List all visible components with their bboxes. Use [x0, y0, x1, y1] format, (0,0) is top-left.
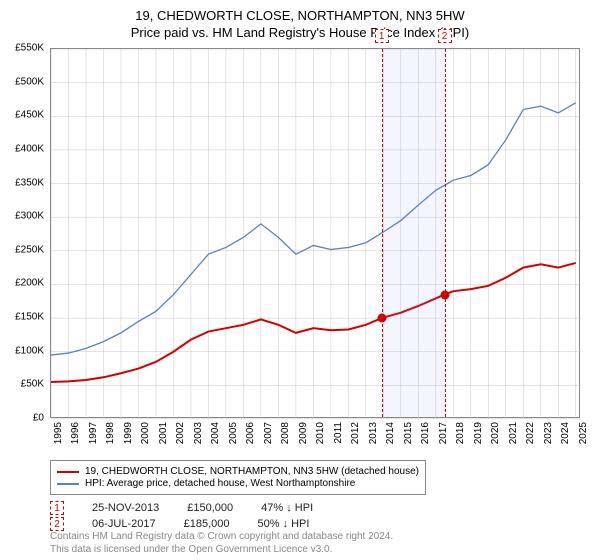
x-tick-label: 1996 [70, 422, 81, 444]
reference-vline [382, 49, 383, 417]
y-tick-label: £400K [15, 143, 44, 154]
shaded-band [382, 49, 445, 417]
data-row-marker: 2 [50, 517, 64, 531]
x-tick-label: 2003 [193, 422, 204, 444]
data-row-price: £185,000 [184, 518, 230, 530]
x-tick-label: 2004 [210, 422, 221, 444]
y-axis: £0£50K£100K£150K£200K£250K£300K£350K£400… [0, 48, 48, 418]
x-tick-label: 2010 [315, 422, 326, 444]
legend-row: HPI: Average price, detached house, West… [57, 478, 419, 489]
x-tick-label: 2024 [560, 422, 571, 444]
x-tick-label: 2016 [420, 422, 431, 444]
chart-container: 19, CHEDWORTH CLOSE, NORTHAMPTON, NN3 5H… [0, 0, 600, 560]
x-tick-label: 1997 [88, 422, 99, 444]
y-tick-label: £0 [33, 413, 44, 424]
y-tick-label: £100K [15, 345, 44, 356]
footer-line2: This data is licensed under the Open Gov… [50, 543, 393, 556]
sale-point [377, 314, 386, 323]
legend-label: 19, CHEDWORTH CLOSE, NORTHAMPTON, NN3 5H… [85, 466, 419, 477]
chart-svg [51, 49, 581, 419]
x-tick-label: 1995 [53, 422, 64, 444]
y-tick-label: £200K [15, 278, 44, 289]
x-tick-label: 2019 [473, 422, 484, 444]
footer: Contains HM Land Registry data © Crown c… [50, 530, 393, 556]
y-tick-label: £150K [15, 312, 44, 323]
x-tick-label: 2018 [455, 422, 466, 444]
x-tick-label: 2007 [263, 422, 274, 444]
title-block: 19, CHEDWORTH CLOSE, NORTHAMPTON, NN3 5H… [0, 0, 600, 40]
y-tick-label: £550K [15, 43, 44, 54]
x-tick-label: 2022 [525, 422, 536, 444]
legend-block: 19, CHEDWORTH CLOSE, NORTHAMPTON, NN3 5H… [50, 460, 580, 533]
x-tick-label: 1998 [105, 422, 116, 444]
x-tick-label: 1999 [123, 422, 134, 444]
y-tick-label: £50K [21, 379, 44, 390]
data-row-diff: 50% ↓ HPI [257, 518, 309, 530]
x-tick-label: 2001 [158, 422, 169, 444]
data-table: 1 25-NOV-2013 £150,000 47% ↓ HPI 2 06-JUL-201… [50, 501, 580, 531]
data-row-price: £150,000 [187, 502, 233, 514]
y-tick-label: £350K [15, 177, 44, 188]
data-row: 2 06-JUL-2017 £185,000 50% ↓ HPI [50, 517, 580, 531]
x-tick-label: 2002 [175, 422, 186, 444]
data-row-diff: 47% ↓ HPI [261, 502, 313, 514]
x-tick-label: 2023 [543, 422, 554, 444]
x-tick-label: 2000 [140, 422, 151, 444]
x-tick-label: 2005 [228, 422, 239, 444]
marker-2: 2 [438, 29, 452, 43]
chart-area: 12 [50, 48, 580, 418]
legend-swatch [57, 483, 79, 485]
data-row-date: 06-JUL-2017 [92, 518, 156, 530]
footer-line1: Contains HM Land Registry data © Crown c… [50, 530, 393, 543]
x-tick-label: 2006 [245, 422, 256, 444]
data-row-date: 25-NOV-2013 [92, 502, 159, 514]
x-tick-label: 2009 [298, 422, 309, 444]
title-line2: Price paid vs. HM Land Registry's House … [0, 25, 600, 40]
y-tick-label: £250K [15, 244, 44, 255]
x-axis: 1995 1996 1997 1998 1999 2000 2001 2002 2003 2004… [50, 420, 580, 460]
data-row: 1 25-NOV-2013 £150,000 47% ↓ HPI [50, 501, 580, 515]
x-tick-label: 2021 [508, 422, 519, 444]
sale-point [440, 290, 449, 299]
y-tick-label: £500K [15, 76, 44, 87]
x-tick-label: 2008 [280, 422, 291, 444]
legend-swatch [57, 471, 79, 473]
title-line1: 19, CHEDWORTH CLOSE, NORTHAMPTON, NN3 5H… [0, 8, 600, 23]
y-tick-label: £300K [15, 211, 44, 222]
x-tick-label: 2020 [490, 422, 501, 444]
x-tick-label: 2011 [333, 422, 344, 444]
marker-1: 1 [375, 29, 389, 43]
x-tick-label: 2012 [350, 422, 361, 444]
y-tick-label: £450K [15, 110, 44, 121]
data-row-marker: 1 [50, 501, 64, 515]
x-tick-label: 2017 [438, 422, 449, 444]
legend-box: 19, CHEDWORTH CLOSE, NORTHAMPTON, NN3 5H… [50, 460, 426, 495]
legend-label: HPI: Average price, detached house, West… [85, 478, 355, 489]
reference-vline [445, 49, 446, 417]
legend-row: 19, CHEDWORTH CLOSE, NORTHAMPTON, NN3 5H… [57, 466, 419, 477]
x-tick-label: 2015 [403, 422, 414, 444]
x-tick-label: 2025 [578, 422, 589, 444]
x-tick-label: 2014 [385, 422, 396, 444]
x-tick-label: 2013 [368, 422, 379, 444]
